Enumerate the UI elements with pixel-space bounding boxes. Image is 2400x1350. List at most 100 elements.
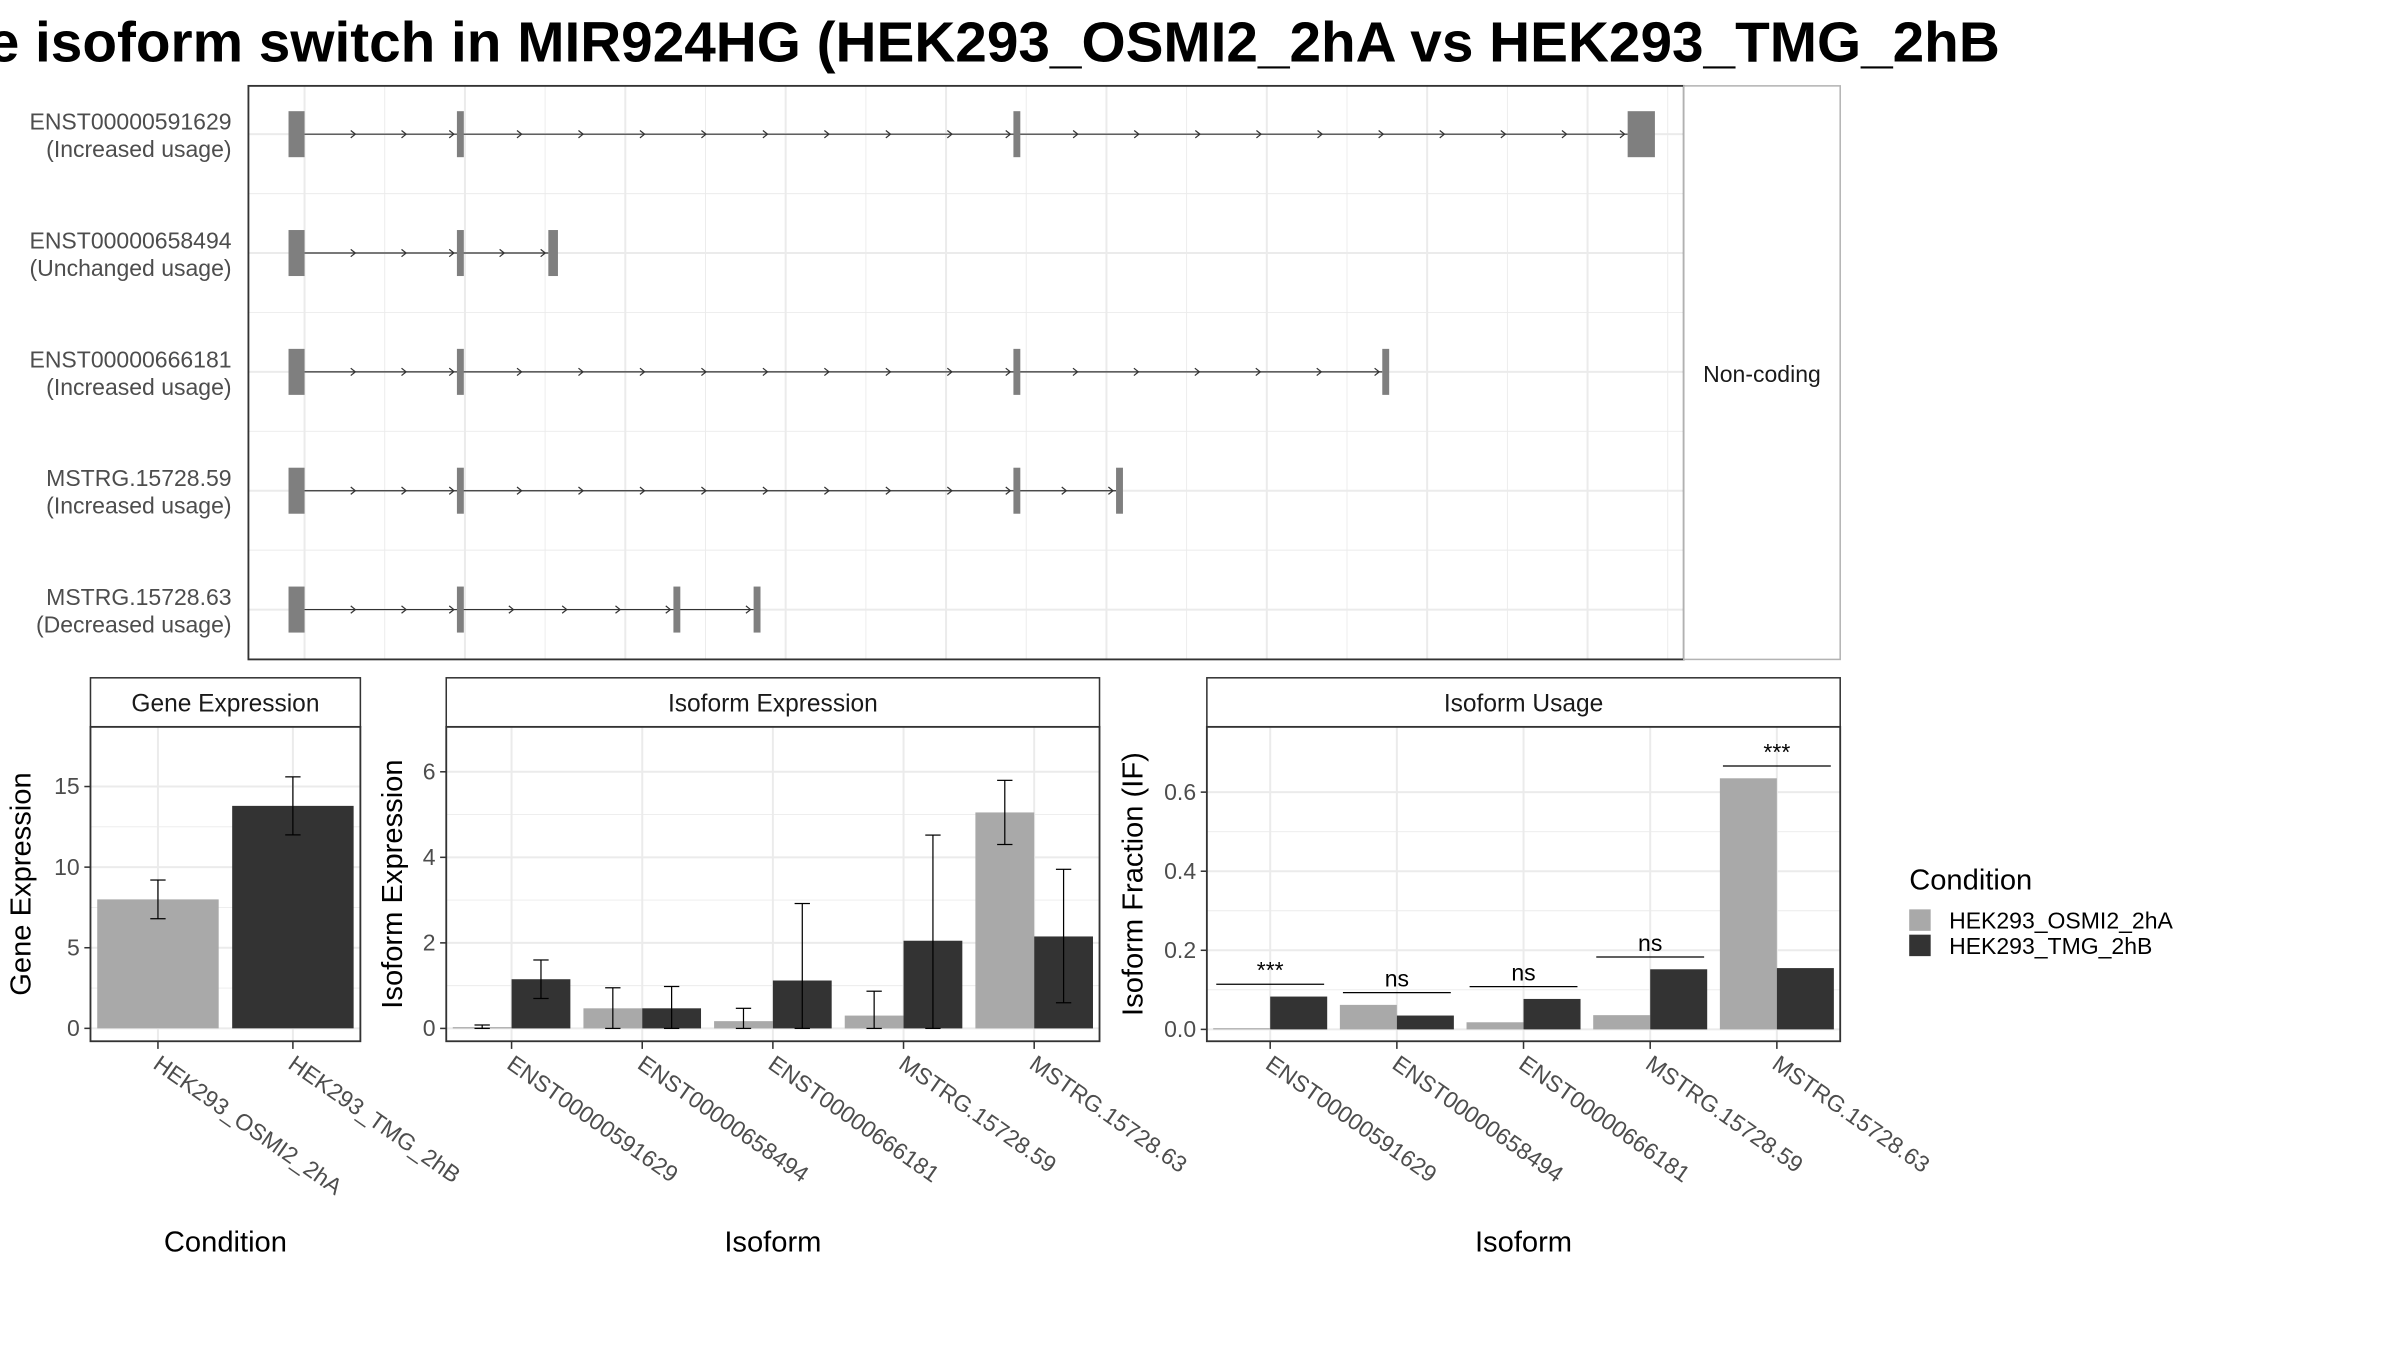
intron-arrow [762,130,769,139]
intron-arrow [1256,130,1263,139]
intron-arrow [1619,130,1626,139]
gene-expression-panel: Gene Expression051015HEK293_OSMI2_2hAHEK… [6,677,465,1258]
strip-label: Isoform Usage [1444,691,1603,718]
intron-arrow [1439,130,1446,139]
exon-block [288,467,305,514]
significance-label: ns [1638,930,1662,956]
y-axis-title: Isoform Expression [377,759,409,1008]
intron-arrow [350,130,357,139]
y-tick-label: 15 [54,773,80,799]
significance-label: *** [1763,739,1790,765]
significance-label: ns [1385,965,1409,991]
intron-arrow [1317,130,1324,139]
isoform-id-label: ENST00000591629 [29,109,231,135]
exon-block [548,230,558,277]
isoform-id-label: ENST00000658494 [29,227,231,253]
intron-arrow [1374,367,1381,377]
bar [1270,996,1328,1030]
strip-label: Gene Expression [131,691,319,718]
exon-block [456,467,464,514]
intron-arrow [448,248,455,258]
intron-arrow [1194,130,1201,139]
bar [975,812,1035,1029]
bar [1650,969,1708,1030]
intron-arrow [350,248,357,258]
intron-arrow [701,486,708,495]
intron-arrow [1316,367,1323,377]
exon-block [288,230,305,277]
strip-label: Isoform Expression [668,691,878,718]
exon-block [753,586,761,633]
intron-arrow [639,367,646,377]
y-tick-label: 0.6 [1164,779,1196,805]
intron-arrow [561,605,568,614]
intron-arrow [350,367,357,377]
intron-arrow [448,605,455,614]
intron-arrow [401,130,408,139]
intron-arrow [885,367,892,377]
bar [1339,1004,1397,1030]
legend-item-label: HEK293_TMG_2hB [1949,933,2152,959]
intron-arrow [1500,130,1507,139]
intron-arrow [946,130,953,139]
legend-item-label: HEK293_OSMI2_2hA [1949,908,2173,934]
bar [1719,778,1777,1030]
intron-arrow [1072,130,1079,139]
intron-arrow [762,367,769,377]
exon-block [1116,467,1123,514]
y-tick-label: 0 [423,1015,436,1041]
intron-arrow [350,605,357,614]
isoform-usage-label: (Increased usage) [46,493,231,519]
intron-arrow [639,130,646,139]
x-axis-title: Condition [164,1226,287,1258]
intron-arrow [946,486,953,495]
isoform-usage-label: (Unchanged usage) [30,255,232,281]
intron-arrow [1133,130,1140,139]
y-axis-title: Gene Expression [6,772,38,995]
y-tick-label: 0 [67,1015,80,1041]
legend-swatch [1909,909,1931,931]
isoform-id-label: MSTRG.15728.63 [46,584,231,610]
y-tick-label: 4 [423,844,436,870]
intron-arrow [401,367,408,377]
intron-arrow [823,367,830,377]
significance-label: ns [1511,960,1535,986]
intron-arrow [1378,130,1385,139]
y-axis-title: Isoform Fraction (IF) [1117,752,1149,1016]
bar [1776,968,1834,1030]
exon-block [288,348,305,395]
intron-arrow [1005,486,1012,495]
intron-arrow [540,248,547,258]
intron-arrow [639,486,646,495]
intron-arrow [516,486,523,495]
intron-arrow [1255,367,1262,377]
strip-box [445,677,1101,728]
intron-arrow [1194,367,1201,377]
intron-arrow [1133,367,1140,377]
y-tick-label: 0.2 [1164,937,1196,963]
facet-strip-label: Non-coding [1703,361,1821,387]
intron-arrow [885,486,892,495]
exon-block [1013,348,1021,395]
intron-arrow [745,605,752,614]
y-tick-label: 0.0 [1164,1016,1196,1042]
exon-block [456,348,464,395]
intron-arrow [578,130,585,139]
intron-arrow [823,486,830,495]
intron-arrow [1107,486,1114,495]
isoform-expression-panel: Isoform Expression0246ENST00000591629ENS… [377,677,1192,1258]
plot-title: e isoform switch in MIR924HG (HEK293_OSM… [0,11,2000,74]
intron-arrow [1005,130,1012,139]
exon-block [456,586,464,633]
isoform-id-label: ENST00000666181 [29,346,231,372]
x-axis-title: Isoform [724,1226,821,1258]
intron-arrow [1072,367,1079,377]
bar [1523,998,1581,1030]
intron-arrow [1005,367,1012,377]
intron-arrow [508,605,515,614]
exon-block [456,111,464,158]
exon-block [1627,111,1655,158]
legend-swatch [1909,934,1931,957]
